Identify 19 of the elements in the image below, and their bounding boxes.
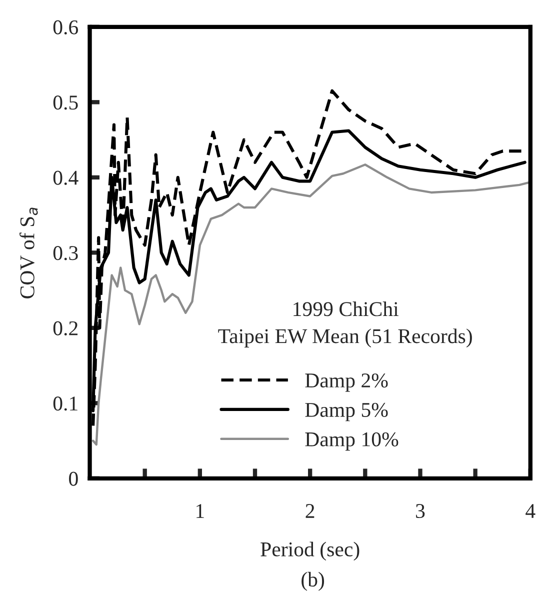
y-tick-label: 0.4	[53, 170, 78, 185]
annotation: 1999 ChiChi	[294, 301, 398, 316]
legend-label: Damp 10%	[305, 432, 398, 451]
legend-label: Damp 2%	[305, 373, 388, 392]
x-tick-label: 2	[306, 504, 314, 518]
text: (b)	[302, 572, 324, 591]
y-tick-label: 0.5	[53, 96, 78, 110]
y-tick-label: 0.2	[53, 321, 78, 336]
annotation: Taipei EW Mean (51 Records)	[218, 328, 472, 348]
legend-label: Damp 5%	[305, 402, 388, 422]
x-tick-label: 4	[526, 504, 536, 518]
x-tick-label: 1	[196, 504, 204, 518]
y-axis-title: COV of S$_{a}$	[19, 208, 38, 298]
y-tick-label: 0	[69, 472, 78, 486]
y-tick-label: 0.1	[53, 396, 78, 411]
y-tick-label: 0.6	[53, 20, 78, 34]
x-tick-label: 3	[416, 504, 425, 518]
x-axis-title: Period (sec)	[260, 542, 360, 561]
y-tick-label: 0.3	[53, 246, 78, 260]
